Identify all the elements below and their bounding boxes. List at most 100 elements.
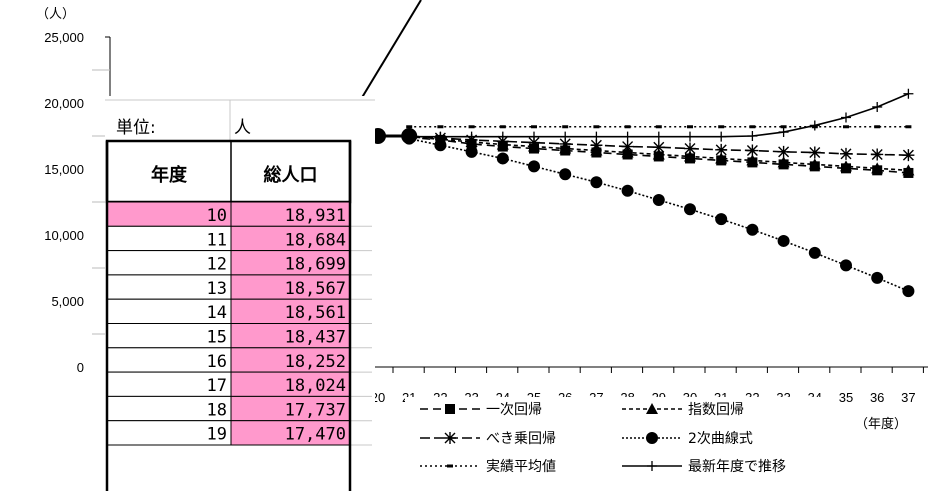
table-row: 15 18,437 <box>106 323 372 349</box>
y-tick-label: 15,000 <box>44 162 84 177</box>
marker-dot <box>749 125 756 129</box>
marker-plus <box>747 131 758 141</box>
marker-star <box>808 146 821 159</box>
y-tick-label: 5,000 <box>51 294 84 309</box>
marker-plus <box>716 131 727 142</box>
marker-triangle <box>746 154 759 166</box>
population-cell <box>230 201 351 227</box>
marker-dot <box>780 125 787 129</box>
population-cell <box>230 298 351 325</box>
marker-triangle <box>777 156 790 168</box>
legend-label: 最新年度で推移 <box>688 459 786 475</box>
legend-label: 一次回帰 <box>486 401 542 418</box>
table-row: 19 17,470 <box>106 420 372 446</box>
marker-circle <box>528 160 540 173</box>
marker-plus <box>841 112 851 123</box>
table-row: 16 18,252 <box>106 347 372 373</box>
population-value: 18,561 <box>285 303 346 323</box>
marker-dot <box>843 125 849 129</box>
unit-value: 人 <box>234 118 251 138</box>
legend-label: 指数回帰 <box>688 401 744 418</box>
marker-dot <box>624 125 631 129</box>
year-cell <box>106 395 232 422</box>
marker-dot <box>468 125 475 129</box>
year-value: 12 <box>207 255 227 275</box>
year-value: 10 <box>207 206 227 226</box>
marker-dot <box>437 125 444 129</box>
marker-plus <box>685 131 695 142</box>
marker-plus <box>809 120 820 131</box>
marker-circle <box>902 285 915 298</box>
marker-star <box>652 141 665 154</box>
marker-circle <box>715 213 728 226</box>
marker-triangle <box>652 148 665 160</box>
marker-circle <box>652 194 665 207</box>
marker-circle <box>871 271 884 284</box>
marker-plus <box>466 131 477 142</box>
marker-circle <box>559 168 572 181</box>
marker-square <box>445 404 455 414</box>
marker-circle <box>590 176 603 189</box>
marker-plus <box>591 131 602 142</box>
marker-dot <box>593 125 600 129</box>
population-value: 18,437 <box>285 328 346 348</box>
legend-entry: べき乗回帰 <box>420 430 556 447</box>
year-value: 15 <box>207 328 227 348</box>
marker-plus <box>647 461 657 471</box>
marker-circle <box>840 259 852 272</box>
marker-circle <box>465 145 478 158</box>
marker-circle <box>646 432 658 444</box>
y-tick-label: 0 <box>77 360 84 375</box>
series-line <box>409 93 909 138</box>
population-cell <box>230 371 351 397</box>
table-row: 18 17,737 <box>106 395 372 422</box>
marker-dot <box>531 125 537 129</box>
population-value: 18,699 <box>285 255 346 275</box>
legend-entry: 2次曲線式 <box>622 431 753 447</box>
x-tick-label: 36 <box>870 390 884 405</box>
population-cell <box>230 323 351 349</box>
series-最新年度で推移 <box>404 88 914 142</box>
table-row: 14 18,561 <box>106 298 372 325</box>
unit-label: 単位: <box>116 118 156 138</box>
header-year: 年度 <box>151 164 188 186</box>
year-cell <box>106 347 232 373</box>
table-row: 12 18,699 <box>106 250 372 276</box>
marker-triangle <box>646 403 658 414</box>
y-axis-unit-label: （人） <box>36 6 75 21</box>
x-tick-label: 35 <box>839 390 853 405</box>
legend-box <box>405 397 835 491</box>
y-tick-label: 10,000 <box>44 228 84 243</box>
legend-label: 実績平均値 <box>486 459 556 475</box>
series-line <box>409 135 909 172</box>
marker-star <box>684 142 696 155</box>
marker-triangle <box>871 162 884 174</box>
year-value: 18 <box>207 400 227 420</box>
marker-plus <box>872 101 883 112</box>
year-value: 11 <box>207 230 227 250</box>
marker-star <box>902 149 915 162</box>
population-value: 18,931 <box>285 206 346 226</box>
data-table: 単位: 人年度 総人口 10 18,931 11 18,684 12 18,699 13 18,56… <box>105 96 375 491</box>
marker-plus <box>404 131 415 142</box>
legend-label: 2次曲線式 <box>688 431 753 447</box>
series-実績平均値 <box>406 125 912 129</box>
year-value: 19 <box>207 425 227 445</box>
marker-plus <box>778 127 789 138</box>
population-value: 18,684 <box>285 230 346 250</box>
year-cell <box>106 371 232 397</box>
year-cell <box>106 201 232 227</box>
marker-triangle <box>715 152 728 164</box>
series-lines <box>370 88 915 298</box>
legend-entry: 指数回帰 <box>622 401 744 418</box>
y-tick-label: 25,000 <box>44 30 84 45</box>
x-tick-label: 37 <box>901 390 915 405</box>
marker-star <box>559 137 572 150</box>
table-row: 10 18,931 <box>106 201 372 227</box>
x-axis-unit-label: （年度） <box>855 416 907 431</box>
marker-plus <box>560 131 571 142</box>
population-value: 18,567 <box>285 279 346 299</box>
legend-entry: 最新年度で推移 <box>622 459 786 475</box>
marker-dot <box>718 125 725 129</box>
header-population: 総人口 <box>264 164 318 186</box>
